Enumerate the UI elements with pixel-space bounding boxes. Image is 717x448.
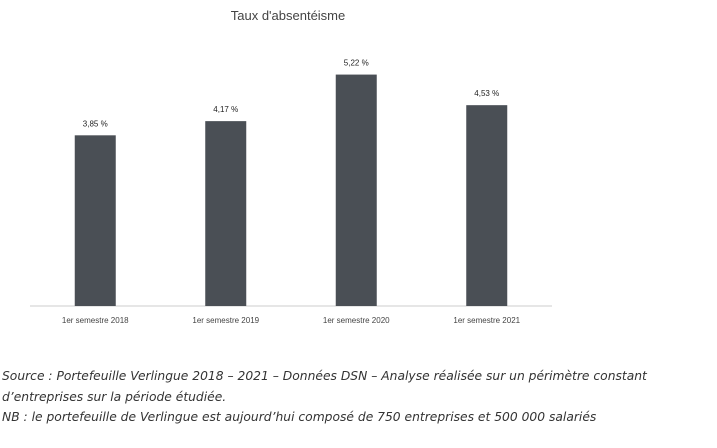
data-label-1: 3,85 % <box>83 119 108 128</box>
bar-4 <box>466 105 508 306</box>
data-label-2: 4,17 % <box>213 105 238 114</box>
x-tick-label-1: 1er semestre 2018 <box>62 316 129 325</box>
source-note: Source : Portefeuille Verlingue 2018 – 2… <box>2 369 647 404</box>
x-tick-label-2: 1er semestre 2019 <box>192 316 259 325</box>
x-tick-label-3: 1er semestre 2020 <box>323 316 390 325</box>
x-tick-label-4: 1er semestre 2021 <box>453 316 520 325</box>
bar-1 <box>74 135 116 306</box>
chart-title: Taux d'absentéisme <box>231 8 346 23</box>
bar-3 <box>335 74 377 306</box>
bar-2 <box>205 121 247 306</box>
bar-chart: Taux d'absentéisme 3,85 % 1er semestre 20… <box>30 8 552 325</box>
nb-note: NB : le portefeuille de Verlingue est au… <box>2 410 597 424</box>
data-label-3: 5,22 % <box>344 59 369 68</box>
data-label-4: 4,53 % <box>474 89 499 98</box>
bars-layer: 3,85 % 1er semestre 2018 4,17 % 1er semestr… <box>62 59 521 325</box>
chart-notes: Source : Portefeuille Verlingue 2018 – 2… <box>2 366 714 428</box>
